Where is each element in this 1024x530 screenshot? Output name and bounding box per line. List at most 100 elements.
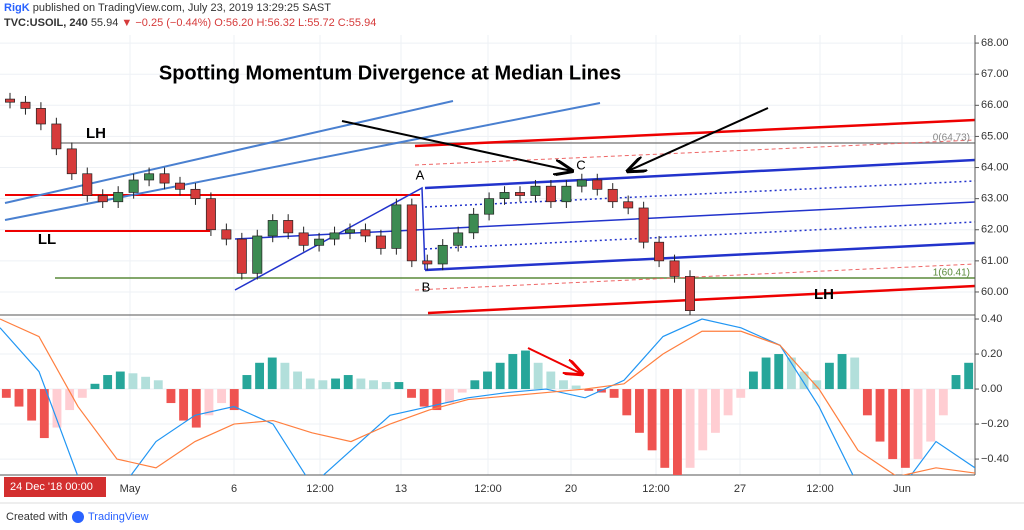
histogram-bar: [888, 389, 898, 460]
histogram-bar: [432, 389, 442, 411]
candle-body: [592, 179, 603, 190]
candle-body: [685, 276, 695, 311]
candle-body: [5, 98, 15, 103]
histogram-bar: [14, 389, 24, 407]
x-tick-label: 13: [395, 483, 407, 495]
histogram-bar: [571, 385, 581, 390]
histogram-bar: [824, 362, 834, 390]
histogram-bar: [837, 354, 847, 390]
annotation: A: [416, 167, 425, 182]
median-line: [427, 284, 975, 315]
published: published on TradingView.com, July 23, 2…: [32, 2, 331, 14]
candle-body: [422, 260, 433, 265]
candle-body: [298, 232, 309, 246]
marks: [0, 92, 975, 475]
y-tick-label: 64.00: [981, 161, 1009, 173]
x-tick-label: 12:00: [642, 483, 670, 495]
candle-body: [638, 207, 649, 243]
trendline: [4, 100, 454, 204]
x-tick-label: 20: [565, 483, 577, 495]
histogram-bar: [761, 357, 771, 390]
y-tick-label: 62.00: [981, 224, 1009, 236]
histogram-bar: [115, 371, 125, 390]
histogram-bar: [407, 389, 416, 398]
histogram-bar: [39, 389, 49, 439]
histogram-bar: [128, 373, 138, 390]
annotation: LH: [86, 125, 106, 142]
histogram-bar: [318, 380, 328, 390]
histogram-bar: [394, 382, 404, 390]
candle-body: [329, 232, 340, 240]
x-tick-label: May: [120, 483, 141, 495]
annotation: C: [576, 157, 585, 172]
histogram-bar: [951, 375, 961, 390]
y-tick-label: 0.20: [981, 348, 1002, 360]
y-tick-label: −0.40: [981, 453, 1009, 465]
histogram-bar: [267, 357, 277, 390]
histogram-bar: [673, 389, 682, 475]
histogram-bar: [217, 389, 227, 404]
candle-body: [159, 173, 170, 184]
histogram-bar: [913, 389, 923, 460]
candle-body: [35, 108, 46, 125]
candle-body: [669, 260, 680, 277]
y-tick-label: 63.00: [981, 193, 1009, 205]
candle-body: [468, 213, 479, 234]
footer-text: Created with: [6, 511, 68, 523]
chart-title: Spotting Momentum Divergence at Median L…: [159, 62, 621, 84]
histogram-bar: [723, 389, 733, 416]
candle-body: [66, 148, 77, 175]
candle-body: [252, 235, 263, 274]
candle-body: [406, 204, 417, 262]
histogram-bar: [736, 389, 746, 398]
candle-body: [97, 195, 108, 203]
histogram-bar: [926, 389, 936, 442]
histogram-bar: [533, 362, 543, 390]
last: 55.94: [90, 17, 119, 29]
histogram-bar: [850, 357, 860, 390]
histogram-bar: [799, 371, 809, 390]
histogram-bar: [559, 380, 568, 390]
header-line: RigK published on TradingView.com, July …: [4, 2, 331, 14]
histogram-bar: [938, 389, 948, 416]
histogram-bar: [685, 389, 695, 468]
histogram-bar: [483, 371, 492, 390]
histogram-bar: [812, 380, 822, 390]
histogram-bar: [862, 389, 872, 416]
annotation: LL: [38, 231, 56, 248]
histogram-bar: [229, 389, 239, 411]
candle-body: [51, 123, 62, 150]
candle-body: [82, 173, 93, 196]
histogram-bar: [65, 389, 75, 411]
change: ▼ −0.25 (−0.44%): [121, 17, 212, 29]
histogram-bar: [204, 389, 214, 416]
candle-body: [144, 173, 155, 181]
histogram-bar: [609, 389, 619, 398]
candle-body: [561, 185, 572, 203]
candle-body: [499, 192, 510, 199]
histogram-bar: [710, 389, 720, 433]
histogram-bar: [786, 357, 796, 390]
ohlc: O:56.20 H:56.32 L:55.72 C:55.94: [214, 17, 377, 29]
candle-body: [267, 220, 278, 237]
histogram-bar: [748, 371, 758, 390]
candle-body: [345, 229, 355, 234]
y-tick-label: 0.40: [981, 313, 1002, 325]
histogram-bar: [660, 389, 670, 468]
arrow: [628, 107, 769, 171]
histogram-bar: [622, 389, 632, 416]
brand-logo: [72, 511, 84, 523]
candle-body: [576, 179, 587, 187]
candle-body: [190, 188, 201, 199]
symbol: TVC:USOIL, 240: [4, 17, 88, 29]
histogram-bar: [369, 380, 378, 390]
y-tick-label: −0.20: [981, 418, 1009, 430]
histogram-bar: [457, 389, 467, 393]
y-tick-label: 0.00: [981, 383, 1002, 395]
histogram-bar: [77, 389, 87, 398]
arrow: [341, 120, 572, 171]
candle-body: [545, 185, 556, 203]
